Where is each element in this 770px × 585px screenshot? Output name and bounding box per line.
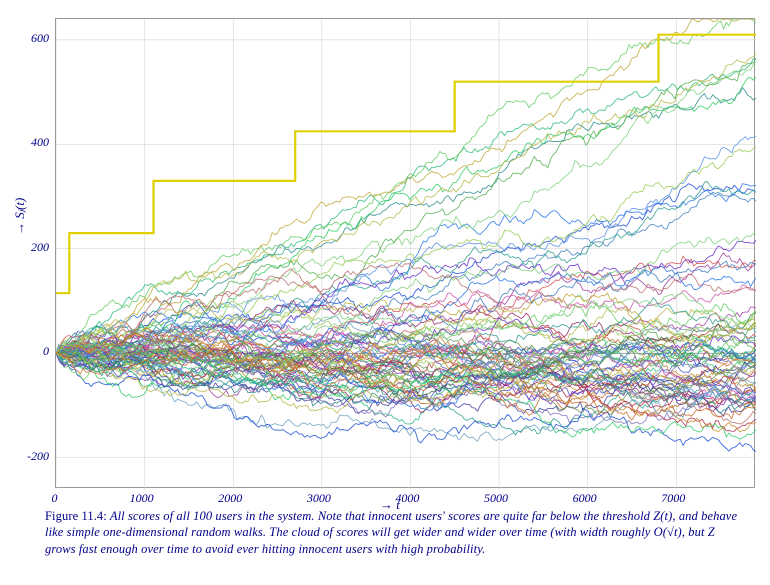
figure-caption: Figure 11.4: All scores of all 100 users… [45,508,740,557]
y-tick-0: 0 [43,344,49,359]
x-tick-7000: 7000 [661,491,685,506]
x-tick-3000: 3000 [307,491,331,506]
x-tick-5000: 5000 [484,491,508,506]
y-tick-200: 200 [31,240,49,255]
y-tick--200: -200 [27,449,49,464]
x-tick-1000: 1000 [130,491,154,506]
caption-label: Figure 11.4: [45,509,107,523]
x-tick-0: 0 [52,491,58,506]
y-axis-title: → Sⱼ(t) [12,198,28,235]
x-tick-6000: 6000 [573,491,597,506]
y-tick-600: 600 [31,31,49,46]
caption-text: All scores of all 100 users in the syste… [45,509,737,556]
plot-frame [55,18,755,488]
figure-11-4: -2000200400600 0100020003000400050006000… [0,0,770,585]
y-tick-400: 400 [31,135,49,150]
scores-line-chart [56,19,756,489]
x-tick-2000: 2000 [218,491,242,506]
plot-container [55,18,755,488]
